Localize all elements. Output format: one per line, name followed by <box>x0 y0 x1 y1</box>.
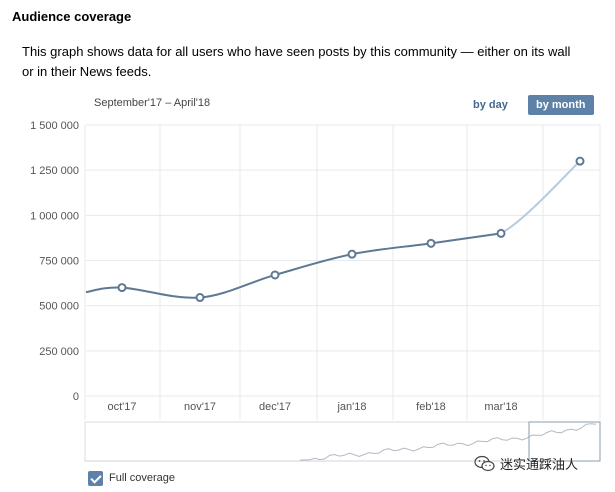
y-tick-label: 1 000 000 <box>30 210 79 222</box>
by-day-button[interactable]: by day <box>473 99 508 111</box>
watermark-text: 迷实通踩油人 <box>500 457 579 472</box>
x-tick-label: oct'17 <box>107 401 136 413</box>
data-point <box>117 283 127 293</box>
y-tick-label: 0 <box>73 391 79 403</box>
x-tick-label: feb'18 <box>416 401 446 413</box>
x-tick-label: dec'17 <box>259 401 291 413</box>
full-coverage-toggle[interactable]: Full coverage <box>88 470 175 486</box>
data-point <box>426 238 436 248</box>
data-point <box>195 293 205 303</box>
y-tick-label: 250 000 <box>39 346 79 358</box>
coverage-line <box>85 232 502 299</box>
full-coverage-checkbox[interactable] <box>88 470 103 486</box>
x-tick-label: nov'17 <box>184 401 216 413</box>
y-tick-label: 500 000 <box>39 301 79 313</box>
wechat-icon <box>474 455 495 471</box>
data-point <box>496 228 506 238</box>
coverage-line-projected <box>500 160 581 235</box>
y-tick-label: 1 500 000 <box>30 120 79 132</box>
full-coverage-label: Full coverage <box>109 472 176 484</box>
data-point <box>575 156 585 166</box>
x-tick-label: mar'18 <box>484 401 517 413</box>
overview-line <box>300 423 597 461</box>
y-tick-label: 750 000 <box>39 256 79 268</box>
chart-description: This graph shows data for all users who … <box>22 44 571 79</box>
by-month-button[interactable]: by month <box>528 95 594 115</box>
section-title: Audience coverage <box>12 9 132 24</box>
overview-selection-window <box>528 421 601 462</box>
data-point <box>347 249 357 259</box>
watermark: 迷实通踩油人 <box>474 454 578 473</box>
data-point <box>270 270 280 280</box>
x-tick-label: jan'18 <box>336 401 366 413</box>
period-label: September'17 – April'18 <box>94 97 211 109</box>
overview-frame <box>84 421 601 462</box>
y-tick-label: 1 250 000 <box>30 165 79 177</box>
